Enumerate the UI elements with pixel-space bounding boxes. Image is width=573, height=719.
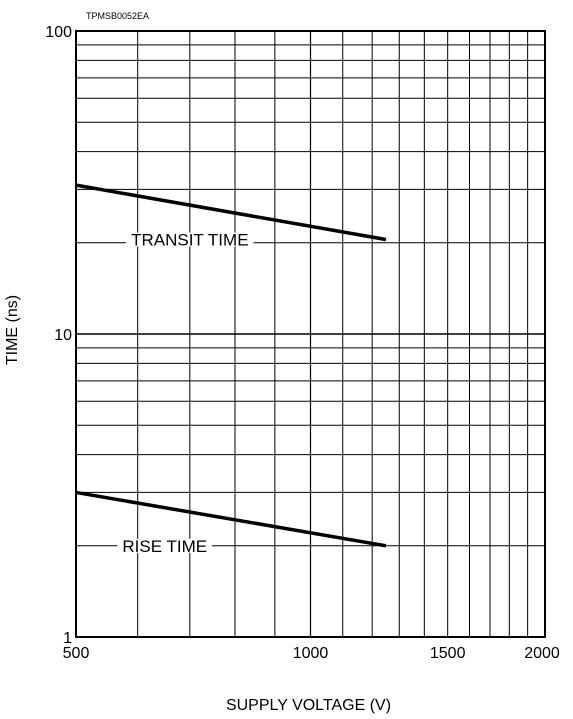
figure-code-label: TPMSB0052EA	[86, 11, 149, 21]
series-line-rise-time	[75, 490, 387, 548]
grid-lines	[76, 31, 545, 637]
plot-area-frame	[75, 30, 546, 638]
y-tick-label: 10	[54, 327, 72, 344]
series-label-background	[117, 538, 213, 553]
tick-labels: 500 1000 1500 2000 1 10 100	[45, 24, 560, 662]
x-tick-label: 1500	[430, 645, 466, 662]
series-line-transit-time	[75, 183, 387, 242]
x-tick-label: 2000	[524, 645, 560, 662]
y-axis-title: TIME (ns)	[4, 295, 21, 365]
y-tick-label: 1	[63, 630, 72, 647]
x-axis-title: SUPPLY VOLTAGE (V)	[226, 697, 391, 714]
series-label-rise-time: RISE TIME	[122, 537, 207, 556]
y-tick-label: 100	[45, 24, 72, 41]
series-label-transit-time: TRANSIT TIME	[131, 231, 248, 250]
series-label-background	[126, 232, 254, 247]
x-tick-label: 500	[63, 645, 90, 662]
series-group: TRANSIT TIME RISE TIME	[75, 183, 387, 556]
x-tick-label: 1000	[293, 645, 329, 662]
